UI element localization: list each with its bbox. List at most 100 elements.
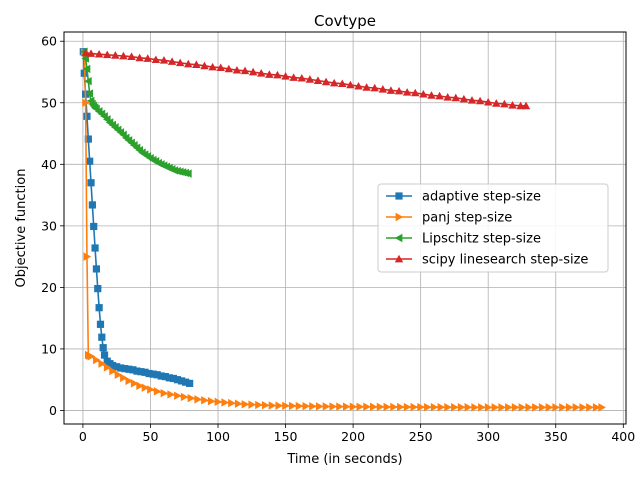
data-point [201, 396, 209, 405]
data-point [208, 62, 217, 71]
data-point [402, 88, 412, 96]
data-point [111, 51, 120, 59]
data-point [159, 56, 169, 64]
data-point [232, 65, 242, 74]
data-point [338, 79, 347, 88]
y-tick-label: 10 [41, 341, 57, 356]
data-point [113, 363, 121, 371]
legend-label: panj step-size [422, 211, 512, 226]
data-point [94, 285, 102, 293]
data-point [180, 392, 189, 402]
x-tick-label: 400 [611, 429, 635, 444]
data-point [160, 389, 169, 398]
data-point [149, 370, 157, 378]
data-point [321, 77, 331, 86]
data-point [184, 59, 193, 68]
data-point [313, 76, 323, 84]
data-point [121, 365, 129, 373]
y-tick-label: 40 [41, 157, 57, 172]
data-point [103, 50, 112, 59]
data-point [120, 373, 128, 383]
data-point [467, 96, 477, 104]
data-point [427, 91, 436, 99]
data-point [390, 402, 398, 412]
data-point [161, 373, 169, 381]
data-point [598, 403, 606, 412]
data-point [125, 365, 133, 373]
data-point [500, 99, 509, 108]
plot-frame [63, 31, 627, 425]
legend: adaptive step-size panj step-size Lipschit… [377, 183, 609, 273]
data-point [491, 403, 500, 412]
x-tick-label: 50 [143, 429, 159, 444]
legend-label: adaptive step-size [422, 190, 541, 205]
data-point [216, 63, 225, 72]
series-layer [79, 47, 606, 412]
data-point [362, 83, 371, 91]
data-point [98, 359, 107, 368]
data-point [315, 402, 324, 411]
data-point [457, 403, 466, 412]
legend-entry-scipy-linesearch-step-size: scipy linesearch step-size [386, 253, 588, 268]
data-point [255, 400, 263, 410]
data-point [86, 49, 96, 57]
series-scipy-linesearch-step-size [81, 48, 531, 110]
data-point [459, 94, 469, 103]
data-point [100, 351, 109, 359]
data-point [478, 403, 486, 412]
x-tick-label: 200 [341, 429, 365, 444]
data-point [538, 403, 547, 412]
series-lipschitz-step-size [80, 47, 192, 178]
x-tick-label: 350 [544, 429, 568, 444]
data-point [394, 86, 404, 95]
data-point [376, 402, 385, 412]
data-point [84, 77, 92, 86]
data-point [322, 402, 331, 411]
data-point [91, 244, 99, 252]
legend-box [377, 183, 609, 273]
data-point [207, 397, 216, 406]
data-point [397, 402, 405, 412]
data-point [484, 403, 493, 412]
legend-marker [394, 233, 403, 243]
data-point [87, 179, 95, 187]
data-point [165, 374, 173, 382]
data-point [370, 402, 378, 412]
data-point [498, 403, 506, 412]
data-point [84, 135, 92, 143]
data-point [565, 403, 574, 412]
data-point [435, 91, 444, 100]
data-point [90, 222, 98, 231]
data-point [342, 402, 351, 411]
data-point [559, 403, 567, 412]
data-point [511, 403, 520, 412]
y-tick-label: 30 [41, 218, 57, 233]
legend-label: Lipschitz step-size [422, 232, 541, 247]
data-point [275, 401, 284, 410]
data-point [151, 55, 161, 64]
data-point [184, 169, 192, 178]
data-point [410, 402, 419, 412]
data-point [175, 58, 185, 67]
data-point [98, 333, 106, 341]
data-point [475, 96, 485, 105]
data-point [192, 60, 201, 68]
ticks: 0 50 100 150 200 250 300 350 400 0 10 20 30 40 50 60 [41, 34, 635, 444]
data-point [329, 402, 338, 411]
y-axis-label: Objective function [14, 169, 29, 288]
data-point [273, 70, 282, 79]
chart-title: Covtype [314, 12, 376, 30]
x-axis-label: Time (in seconds) [286, 452, 402, 467]
data-point [87, 352, 96, 361]
data-point [288, 401, 297, 411]
data-point [289, 73, 298, 81]
data-point [349, 402, 358, 411]
data-point [181, 378, 190, 386]
legend-entry-lipschitz-step-size: Lipschitz step-size [386, 232, 541, 247]
data-point [248, 400, 256, 409]
y-tick-label: 20 [41, 280, 57, 295]
data-point [109, 366, 117, 376]
data-point [95, 304, 103, 312]
data-point [92, 265, 101, 273]
